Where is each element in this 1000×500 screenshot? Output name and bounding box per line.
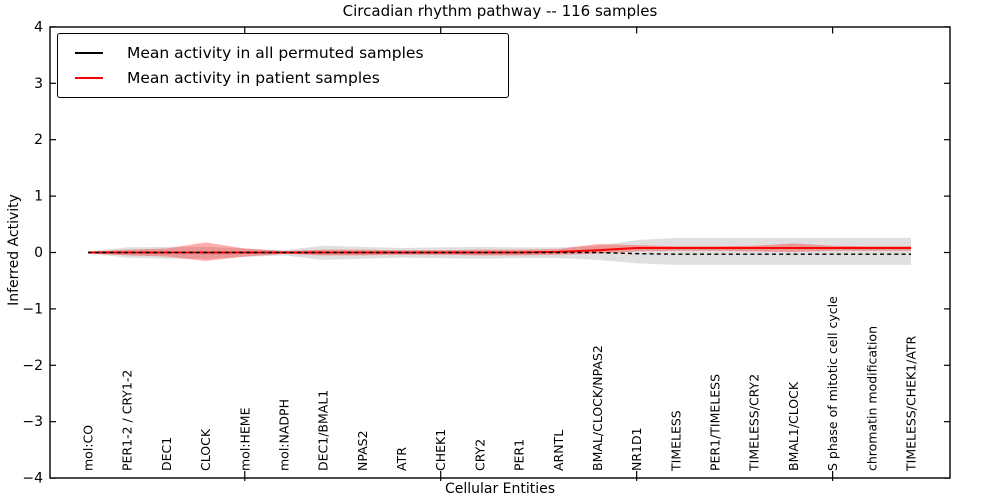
legend-entry-permuted: Mean activity in all permuted samples [58,44,508,62]
permuted-mean-line [88,251,911,255]
y-tick-label: 0 [34,245,43,261]
x-tick-label: TIMELESS [668,410,683,472]
x-tick-label: chromatin modification [864,326,879,471]
x-tick-label: TIMELESS/CHEK1/ATR [904,335,919,472]
legend-label-permuted: Mean activity in all permuted samples [127,44,424,62]
chart-title: Circadian rhythm pathway -- 116 samples [342,2,658,20]
x-tick-label: BMAL/CLOCK/NPAS2 [590,345,605,471]
y-tick-label: 2 [34,132,43,148]
x-tick-label: ATR [394,447,409,471]
x-tick-label: DEC1/BMAL1 [316,390,331,471]
x-tick-label: PER1-2 / CRY1-2 [120,370,135,471]
y-tick-label: −2 [22,358,43,374]
x-tick-label: NPAS2 [355,430,370,471]
y-axis-label: Inferred Activity [6,194,22,306]
x-tick-label: ARNTL [551,430,566,471]
x-tick-label: CHEK1 [433,429,448,471]
x-tick-label: mol:HEME [237,407,252,471]
y-tick-label: 4 [34,19,43,35]
permuted-line-sample-icon [75,52,103,54]
y-tick-label: 1 [34,189,43,205]
x-tick-label: DEC1 [159,437,174,471]
permuted-samples-range-band [88,237,911,265]
x-tick-label: mol:CO [81,425,96,471]
y-tick-label: −4 [22,471,43,487]
x-axis-label: Cellular Entities [444,481,556,497]
y-tick-label: 3 [34,76,43,92]
legend-label-patient: Mean activity in patient samples [127,69,380,87]
x-tick-label: mol:NADPH [276,399,291,471]
x-tick-label: CLOCK [198,428,213,471]
x-tick-label: PER1/TIMELESS [708,374,723,471]
x-tick-label: S phase of mitotic cell cycle [825,296,840,471]
y-tick-label: −1 [22,301,43,317]
x-tick-label: CRY2 [472,439,487,471]
legend: Mean activity in all permuted samples Me… [57,33,509,98]
legend-entry-patient: Mean activity in patient samples [58,69,508,87]
x-tick-label: PER1 [512,439,527,471]
patient-line-sample-icon [75,77,103,79]
x-tick-label: TIMELESS/CRY2 [747,374,762,472]
x-tick-label: BMAL1/CLOCK [786,381,801,471]
y-tick-label: −3 [22,414,43,430]
x-tick-label: NR1D1 [629,427,644,471]
